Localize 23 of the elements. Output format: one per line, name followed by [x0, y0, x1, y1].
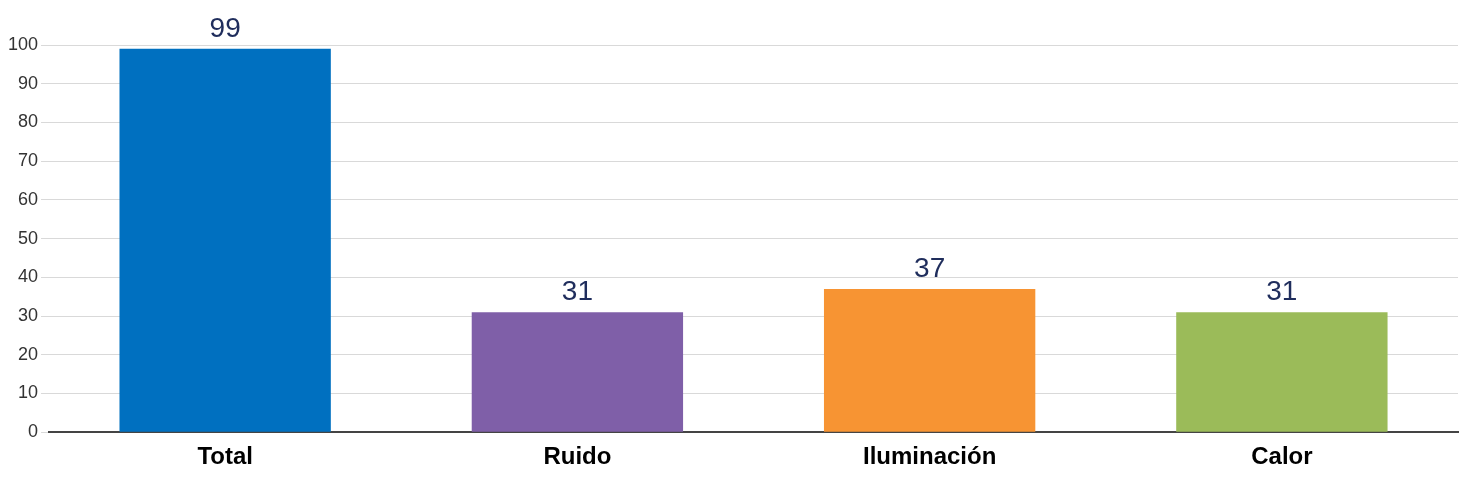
x-tick-label: Total	[197, 442, 253, 470]
y-tick-label: 10	[18, 382, 39, 403]
y-tick-label: 60	[18, 188, 39, 209]
y-tick-label: 80	[18, 111, 39, 132]
y-tick-label: 20	[18, 343, 39, 364]
y-tick-label: 90	[18, 72, 39, 93]
y-tick-label: 0	[28, 421, 39, 442]
data-label: 99	[209, 11, 241, 43]
x-tick-label: Calor	[1251, 442, 1313, 470]
y-tick-label: 50	[18, 227, 39, 248]
x-tick-label: Ruido	[543, 442, 612, 470]
data-label: 37	[914, 251, 946, 283]
y-tick-label: 30	[18, 305, 39, 326]
data-label: 31	[561, 274, 593, 306]
y-tick-label: 70	[18, 150, 39, 171]
data-label: 31	[1266, 274, 1298, 306]
y-tick-label: 40	[18, 266, 39, 287]
bar	[471, 312, 684, 432]
bar	[1176, 312, 1388, 432]
x-tick-label: Iluminación	[862, 442, 997, 470]
bar	[119, 48, 331, 432]
y-tick-label: 100	[7, 33, 39, 54]
bar	[823, 288, 1036, 432]
